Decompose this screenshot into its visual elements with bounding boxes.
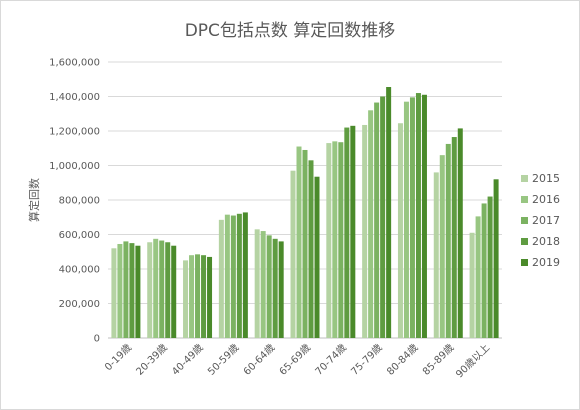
bar — [451, 137, 457, 338]
bar — [332, 141, 338, 338]
legend-swatch — [521, 196, 528, 203]
bar — [171, 245, 177, 338]
bar — [207, 256, 213, 338]
x-tick-label: 65-69歳 — [277, 342, 313, 378]
bar — [338, 142, 344, 338]
y-tick-label: 600,000 — [59, 230, 100, 241]
bar — [135, 245, 141, 338]
x-tick-label: 50-59歳 — [205, 342, 241, 378]
x-tick-label: 70-74歳 — [313, 342, 349, 378]
legend-swatch — [521, 259, 528, 266]
bar — [439, 155, 445, 338]
legend-swatch — [521, 217, 528, 224]
x-tick-label: 0-19歳 — [102, 342, 134, 374]
bar — [368, 110, 374, 338]
bar — [403, 101, 409, 338]
bar — [111, 248, 117, 338]
bar — [230, 215, 236, 338]
y-tick-labels: 0 200,000 400,000 600,000 800,000 1,000,000 1,… — [49, 58, 100, 345]
bar — [147, 242, 153, 338]
bar — [260, 231, 266, 338]
bar — [165, 242, 171, 338]
x-tick-label: 60-64歳 — [241, 342, 277, 378]
y-tick-label: 0 — [94, 334, 100, 345]
bar — [469, 232, 475, 338]
x-tick-label: 40-49歳 — [170, 342, 206, 378]
bar — [409, 97, 415, 338]
chart-title: DPC包括点数 算定回数推移 — [185, 21, 396, 41]
legend-swatch — [521, 175, 528, 182]
bar — [236, 213, 242, 338]
bar — [272, 238, 278, 338]
y-tick-label: 1,000,000 — [49, 161, 100, 172]
bar — [326, 143, 332, 338]
bar — [189, 255, 195, 338]
bar — [350, 125, 356, 338]
bar — [123, 241, 129, 338]
bar — [153, 238, 159, 338]
y-tick-label: 200,000 — [59, 299, 100, 310]
bar — [397, 123, 403, 338]
bar — [475, 216, 481, 338]
bar — [380, 96, 386, 338]
x-tick-label: 80-84歳 — [384, 342, 420, 378]
bar — [308, 160, 314, 338]
bar — [278, 241, 284, 338]
legend-label: 2018 — [532, 235, 560, 248]
legend-label: 2019 — [532, 256, 560, 269]
y-tick-label: 1,200,000 — [49, 127, 100, 138]
bar — [421, 94, 427, 339]
bar — [218, 219, 224, 338]
bar — [386, 87, 392, 338]
bar — [415, 93, 421, 338]
bar — [117, 243, 123, 338]
legend: 2015 2016 2017 2018 2019 — [521, 172, 560, 269]
bar — [344, 127, 350, 338]
x-tick-label: 90歳以上 — [454, 342, 493, 381]
x-tick-labels: 0-19歳 20-39歳 40-49歳 50-59歳 60-64歳 65-69歳 70-74… — [102, 342, 492, 381]
bar — [445, 143, 451, 338]
x-tick-label: 20-39歳 — [134, 342, 170, 378]
bar — [314, 176, 320, 338]
y-tick-label: 800,000 — [59, 196, 100, 207]
bars — [111, 87, 499, 339]
bar — [224, 214, 230, 338]
bar — [266, 235, 272, 338]
y-axis-label: 算定回数 — [27, 178, 41, 222]
bar — [242, 212, 248, 338]
bar — [159, 240, 165, 338]
legend-label: 2015 — [532, 172, 560, 185]
bar — [290, 170, 296, 338]
legend-label: 2016 — [532, 193, 560, 206]
bar — [457, 128, 463, 338]
y-tick-label: 400,000 — [59, 265, 100, 276]
x-tick-label: 75-79歳 — [349, 342, 385, 378]
bar — [362, 124, 368, 339]
y-tick-label: 1,600,000 — [49, 58, 100, 69]
bar — [481, 203, 487, 338]
bar — [195, 254, 201, 338]
y-tick-label: 1,400,000 — [49, 92, 100, 103]
legend-label: 2017 — [532, 214, 560, 227]
bar — [254, 229, 260, 338]
bar — [183, 260, 189, 338]
x-tick-label: 85-89歳 — [420, 342, 456, 378]
legend-swatch — [521, 238, 528, 245]
bar — [374, 102, 380, 338]
bar — [201, 255, 207, 338]
bar — [296, 146, 302, 338]
bar — [302, 149, 308, 338]
bar — [129, 243, 135, 338]
bar — [493, 179, 499, 338]
bar — [487, 196, 493, 338]
bar — [433, 172, 439, 338]
